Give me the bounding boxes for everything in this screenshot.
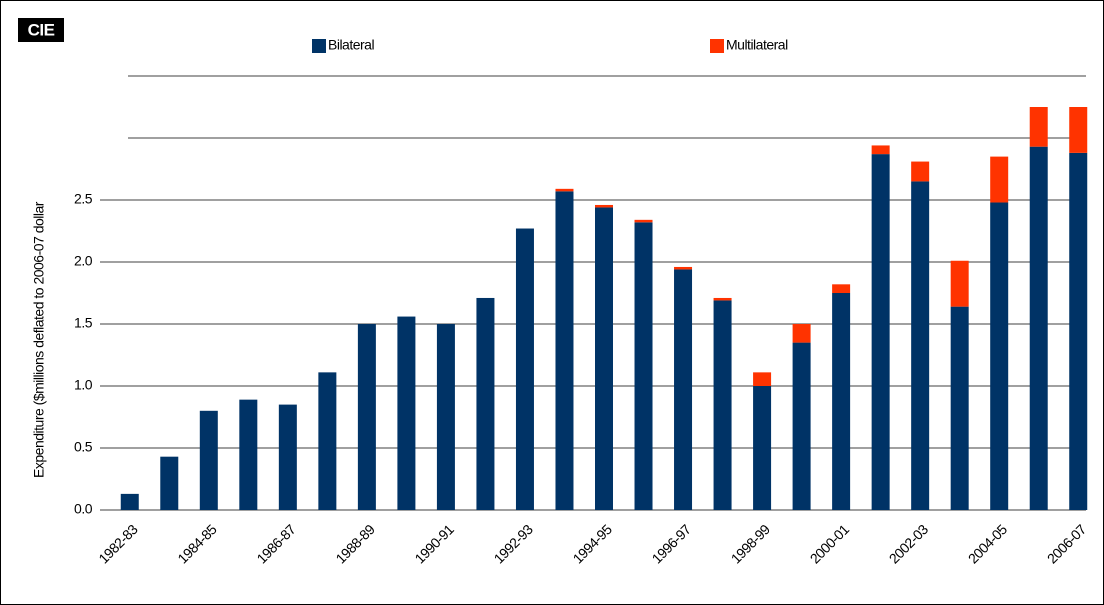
- bar-segment: [792, 324, 811, 343]
- bar-segment: [674, 266, 693, 270]
- bar-segment: [160, 456, 179, 510]
- y-tick-label: 1.5: [74, 315, 93, 331]
- bar-segment: [595, 204, 613, 208]
- bar-segment: [713, 297, 732, 301]
- bar-segment: [239, 399, 258, 510]
- bar-segment: [595, 207, 613, 510]
- bar-segment: [199, 410, 218, 510]
- bar-segment: [950, 306, 969, 510]
- bar-segment: [476, 297, 495, 510]
- logo: CIE: [28, 20, 55, 39]
- y-label-clip: Expenditure ($millions deflated to 2006-…: [31, 201, 47, 478]
- bar-segment: [318, 372, 337, 510]
- bar-segment: [515, 228, 534, 510]
- y-tick-label: 0.0: [74, 501, 93, 517]
- legend-label: Multilateral: [726, 37, 788, 53]
- y-axis-label: Expenditure ($millions deflated to 2006-…: [31, 201, 47, 478]
- legend-swatch: [710, 39, 724, 53]
- y-tick-label: 1.0: [74, 377, 93, 393]
- bar-segment: [713, 300, 732, 510]
- legend-label: Bilateral: [328, 37, 374, 53]
- bar-segment: [357, 324, 376, 510]
- y-tick-label: 2.5: [74, 191, 93, 207]
- bar-segment: [832, 293, 851, 510]
- bar-segment: [278, 404, 297, 510]
- legend-swatch: [312, 39, 326, 53]
- bar-segment: [1069, 152, 1088, 510]
- bar-segment: [792, 342, 811, 510]
- y-tick-label: 2.0: [74, 253, 93, 269]
- bar-segment: [950, 260, 969, 307]
- bar-segment: [436, 324, 455, 510]
- bar-segment: [397, 316, 416, 510]
- y-tick-label: 0.5: [74, 439, 93, 455]
- bar-segment: [753, 386, 772, 510]
- bar-segment: [1029, 146, 1048, 510]
- bar-segment: [832, 284, 851, 293]
- bar-segment: [1029, 107, 1048, 147]
- bar-segment: [634, 222, 653, 510]
- bar-segment: [634, 219, 653, 223]
- bar-segment: [555, 191, 574, 510]
- bar-segment: [911, 161, 930, 182]
- bar-segment: [674, 269, 693, 510]
- bar-segment: [871, 154, 890, 510]
- bar-segment: [753, 372, 772, 386]
- bar-segment: [1069, 107, 1088, 153]
- bar-segment: [120, 493, 139, 510]
- bar-segment: [555, 188, 574, 192]
- bar-segment: [990, 156, 1009, 203]
- bar-segment: [911, 181, 930, 510]
- bar-segment: [990, 202, 1009, 511]
- logo-box: [18, 18, 64, 42]
- bar-segment: [871, 145, 890, 155]
